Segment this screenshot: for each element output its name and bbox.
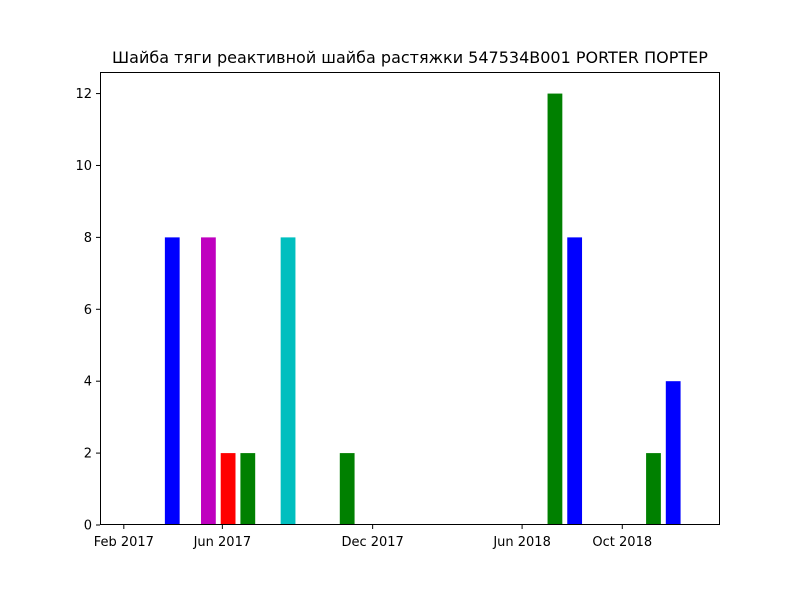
y-tick-label: 0 xyxy=(84,519,92,534)
y-tick-label: 4 xyxy=(84,375,92,390)
x-tick-label: Feb 2017 xyxy=(94,535,154,550)
bar-7 xyxy=(567,237,583,525)
x-tick-label: Dec 2017 xyxy=(341,535,403,550)
bar-1 xyxy=(201,237,216,525)
x-tick-label: Jun 2018 xyxy=(492,535,551,550)
x-axis: Feb 2017 Jun 2017 Dec 2017 Jun 2018 Oct 2018 xyxy=(94,525,652,550)
bar-9 xyxy=(665,381,681,525)
plot-frame xyxy=(100,72,720,525)
bar-5 xyxy=(339,453,355,525)
bars-layer xyxy=(164,93,681,525)
bar-2 xyxy=(220,453,236,525)
bar-6 xyxy=(547,93,563,525)
bar-3 xyxy=(240,453,256,525)
chart-title: Шайба тяги реактивной шайба растяжки 547… xyxy=(112,48,708,67)
y-tick-label: 10 xyxy=(75,159,92,174)
y-tick-label: 8 xyxy=(84,231,92,246)
y-tick-label: 12 xyxy=(75,87,92,102)
x-tick-label: Jun 2017 xyxy=(193,535,252,550)
y-tick-label: 6 xyxy=(84,303,92,318)
y-axis: 0 2 4 6 8 10 12 xyxy=(75,87,100,534)
bar-4 xyxy=(280,237,296,525)
bar-8 xyxy=(646,453,661,525)
bar-0 xyxy=(164,237,180,525)
x-tick-label: Oct 2018 xyxy=(592,535,652,550)
y-tick-label: 2 xyxy=(84,447,92,462)
